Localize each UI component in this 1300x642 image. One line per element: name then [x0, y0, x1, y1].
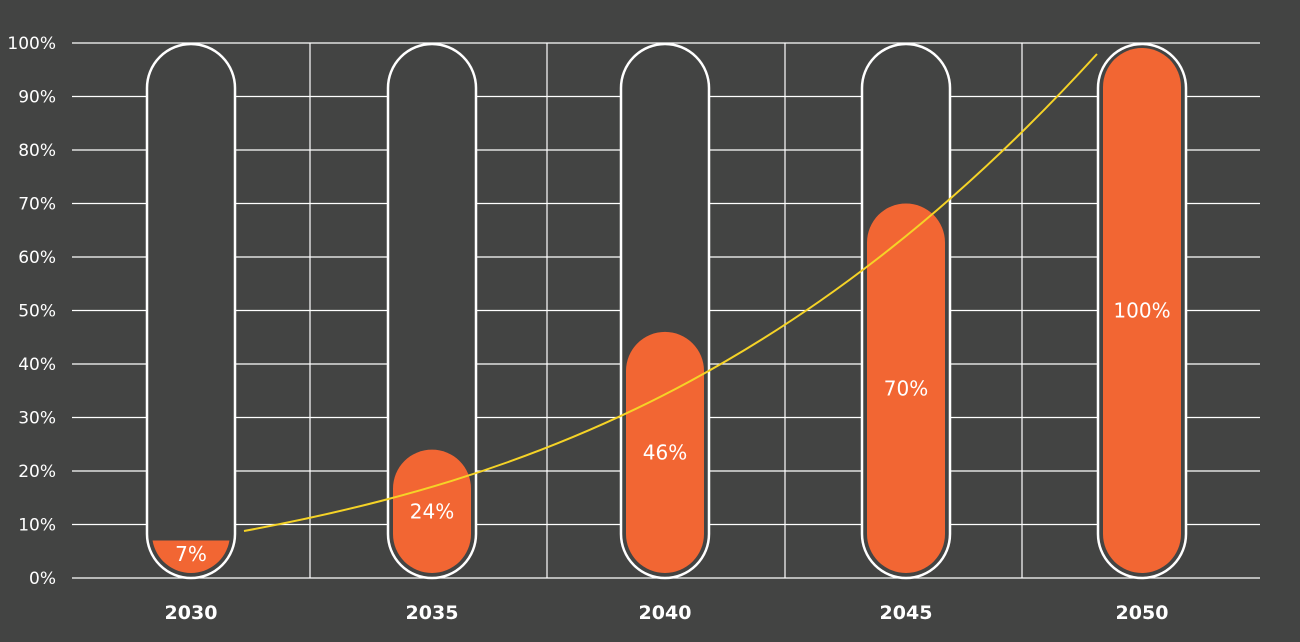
y-tick-label: 60%	[18, 248, 56, 268]
y-tick-label: 90%	[18, 88, 56, 108]
y-tick-label: 80%	[18, 141, 56, 161]
data-label: 100%	[1113, 299, 1170, 323]
x-tick-label: 2050	[1116, 602, 1169, 624]
data-label: 46%	[643, 440, 687, 464]
bar-fill	[867, 203, 945, 573]
data-label: 70%	[884, 376, 928, 400]
x-tick-label: 2030	[165, 602, 218, 624]
y-tick-label: 40%	[18, 355, 56, 375]
tube-outline	[386, 42, 478, 580]
y-tick-label: 100%	[7, 34, 56, 54]
tube-outline	[145, 42, 237, 580]
y-tick-label: 50%	[18, 302, 56, 322]
x-tick-label: 2035	[406, 602, 459, 624]
y-tick-label: 10%	[18, 516, 56, 536]
y-tick-label: 30%	[18, 409, 56, 429]
bar-fill	[1103, 48, 1181, 573]
bar-fill	[626, 331, 704, 573]
data-label: 7%	[175, 542, 207, 566]
trend-line	[243, 53, 1098, 532]
y-tick-label: 20%	[18, 462, 56, 482]
data-label: 24%	[410, 499, 454, 523]
x-tick-label: 2045	[880, 602, 933, 624]
y-tick-label: 70%	[18, 195, 56, 215]
x-tick-label: 2040	[639, 602, 692, 624]
y-tick-label: 0%	[29, 569, 56, 589]
bar-fill	[152, 540, 230, 573]
